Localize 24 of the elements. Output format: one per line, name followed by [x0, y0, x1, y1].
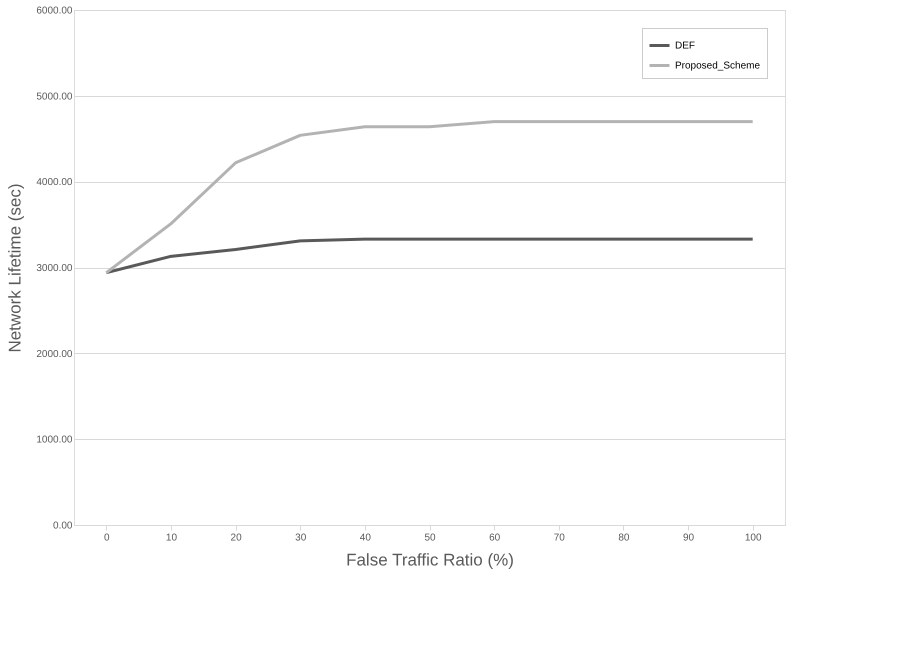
- legend-label: Proposed_Scheme: [675, 60, 760, 72]
- x-tick-label: 0: [104, 532, 110, 544]
- y-tick-label: 3000.00: [36, 263, 73, 274]
- x-tick-label: 50: [424, 532, 436, 544]
- y-tick-label: 2000.00: [36, 348, 73, 360]
- y-tick-label: 1000.00: [36, 434, 73, 446]
- x-tick-label: 90: [682, 532, 695, 544]
- y-tick-label: 6000.00: [36, 6, 73, 16]
- line-series: [104, 120, 754, 274]
- x-tick-label: 30: [295, 532, 307, 544]
- x-tick-label: 100: [744, 532, 762, 544]
- line-series: [104, 238, 754, 274]
- x-tick-label: 70: [554, 532, 566, 544]
- x-tick-label: 20: [230, 532, 242, 544]
- x-tick-label: 80: [618, 532, 630, 544]
- y-tick-label: 0.00: [53, 520, 73, 532]
- y-axis-title: Network Lifetime (sec): [5, 183, 24, 353]
- y-tick-label: 5000.00: [36, 91, 73, 102]
- x-tick-label: 40: [360, 532, 372, 544]
- x-axis-title: False Traffic Ratio (%): [346, 550, 514, 570]
- x-tick-label: 60: [489, 532, 501, 544]
- legend-label: DEF: [675, 40, 695, 52]
- x-tick-label: 10: [166, 532, 178, 544]
- y-tick-label: 4000.00: [36, 177, 73, 188]
